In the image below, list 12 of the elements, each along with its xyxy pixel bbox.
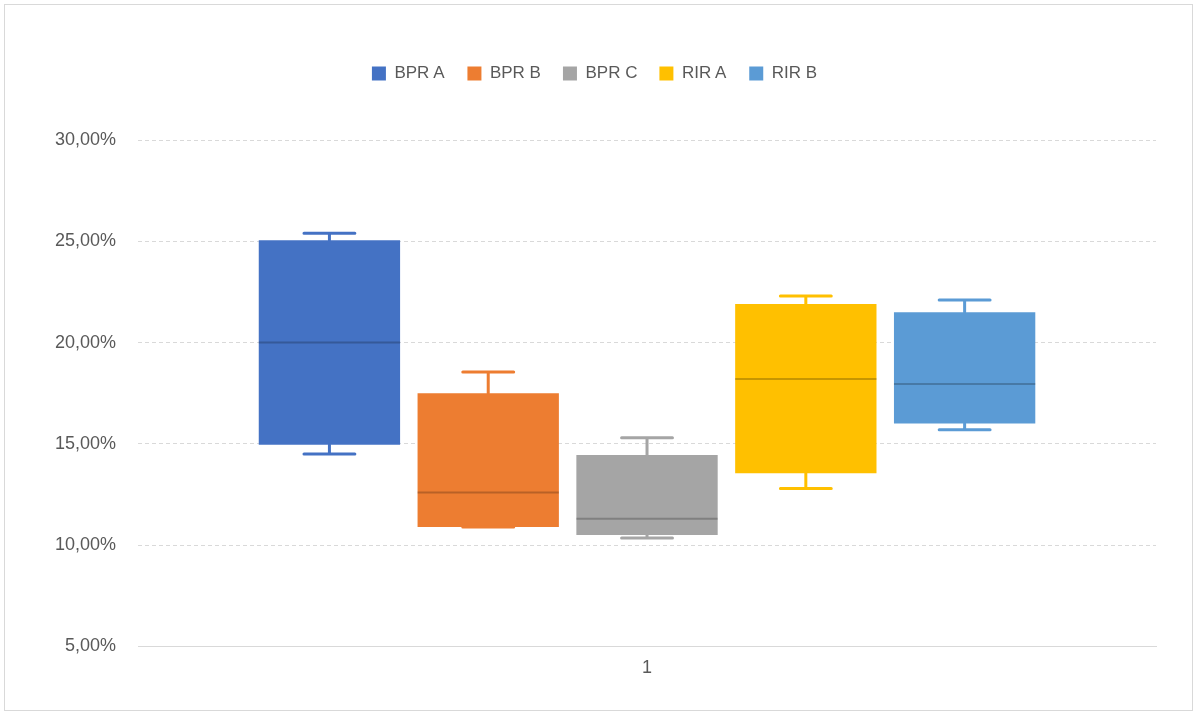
legend-label: RIR B bbox=[771, 63, 818, 83]
legend-label: RIR A bbox=[681, 63, 727, 83]
y-tick-label: 10,00% bbox=[54, 534, 117, 555]
y-tick-label: 5,00% bbox=[65, 635, 117, 656]
y-tick-label: 15,00% bbox=[54, 432, 117, 453]
legend-label: BPR C bbox=[585, 63, 638, 83]
x-tick-label: 1 bbox=[642, 657, 653, 678]
y-tick-label: 30,00% bbox=[54, 128, 117, 149]
y-tick-label: 20,00% bbox=[54, 331, 117, 352]
legend-label: BPR B bbox=[489, 63, 541, 83]
legend-label: BPR A bbox=[394, 63, 446, 83]
y-tick-label: 25,00% bbox=[54, 230, 117, 251]
